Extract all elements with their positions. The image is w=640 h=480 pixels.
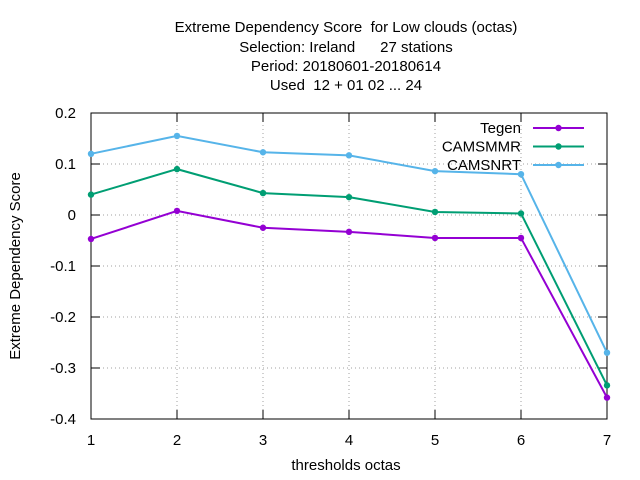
legend-marker-camsnrt bbox=[555, 161, 562, 169]
data-point-camsmmr bbox=[431, 208, 439, 216]
legend-label-camsmmr: CAMSMMR bbox=[442, 139, 521, 156]
data-point-camsmmr bbox=[345, 193, 353, 201]
data-point-camsmmr bbox=[173, 165, 181, 173]
data-point-camsnrt bbox=[345, 152, 353, 159]
x-tick-label: 7 bbox=[603, 432, 611, 449]
y-tick-label: -0.3 bbox=[50, 360, 76, 377]
x-axis-label: thresholds octas bbox=[291, 457, 400, 474]
data-point-tegen bbox=[603, 394, 611, 401]
axis-ticks: 0.2 0.1 0 -0.1 -0.2 -0.3 -0.4 1 2 3 4 5 6 7 bbox=[50, 105, 611, 449]
data-point-camsnrt bbox=[259, 149, 267, 156]
data-point-camsmmr bbox=[603, 382, 611, 389]
chart-title: Extreme Dependency Score for Low clouds … bbox=[175, 19, 518, 94]
x-tick-label: 1 bbox=[87, 432, 95, 449]
data-point-camsmmr bbox=[259, 189, 267, 197]
y-tick-label: -0.1 bbox=[50, 258, 76, 275]
y-tick-label: 0.1 bbox=[55, 156, 76, 173]
title-line-4: Used 12 + 01 02 ... 24 bbox=[270, 77, 422, 94]
x-tick-label: 3 bbox=[259, 432, 267, 449]
title-line-2: Selection: Ireland 27 stations bbox=[239, 39, 452, 56]
data-point-camsmmr bbox=[517, 210, 525, 217]
series-group bbox=[87, 132, 611, 401]
y-axis-label: Extreme Dependency Score bbox=[7, 172, 24, 360]
x-tick-label: 6 bbox=[517, 432, 525, 449]
data-point-camsnrt bbox=[603, 349, 611, 356]
y-tick-label: 0 bbox=[68, 207, 76, 224]
y-tick-label: -0.2 bbox=[50, 309, 76, 326]
x-tick-label: 2 bbox=[173, 432, 181, 449]
data-point-tegen bbox=[173, 207, 181, 215]
legend-label-tegen: Tegen bbox=[480, 120, 521, 137]
x-tick-label: 5 bbox=[431, 432, 439, 449]
data-point-tegen bbox=[517, 234, 525, 242]
data-point-tegen bbox=[431, 234, 439, 242]
data-point-camsnrt bbox=[87, 150, 95, 157]
data-point-camsnrt bbox=[517, 171, 525, 178]
data-point-camsnrt bbox=[173, 132, 181, 140]
grid-lines bbox=[91, 113, 607, 419]
data-point-camsmmr bbox=[87, 191, 95, 198]
title-line-1: Extreme Dependency Score for Low clouds … bbox=[175, 19, 518, 36]
series-line-camsnrt bbox=[90, 134, 608, 354]
x-tick-label: 4 bbox=[345, 432, 353, 449]
data-point-tegen bbox=[87, 235, 95, 243]
legend-marker-tegen bbox=[555, 124, 562, 132]
legend-label-camsnrt: CAMSNRT bbox=[447, 157, 521, 174]
title-line-3: Period: 20180601-20180614 bbox=[251, 58, 441, 75]
y-tick-label: -0.4 bbox=[50, 411, 76, 428]
data-point-tegen bbox=[345, 228, 353, 236]
y-tick-label: 0.2 bbox=[55, 105, 76, 122]
legend-marker-camsmmr bbox=[555, 143, 562, 150]
data-point-tegen bbox=[259, 224, 267, 231]
data-point-camsnrt bbox=[431, 167, 439, 175]
